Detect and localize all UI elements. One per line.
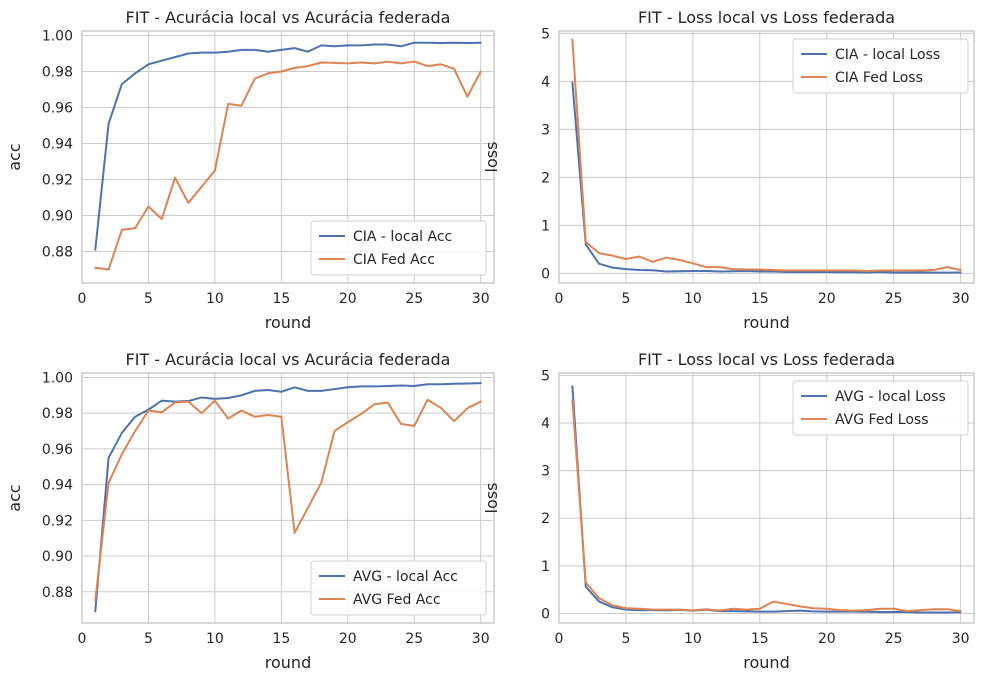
legend: CIA - local Acc CIA Fed Acc [310,220,487,276]
y-tick-label: 2 [541,511,550,527]
x-tick-label: 20 [818,291,836,307]
y-tick-label: 0.94 [42,478,73,494]
series-line-2 [94,60,482,271]
x-tick-label: 0 [78,291,87,307]
x-tick-label: 30 [952,291,970,307]
series-line-1 [571,81,962,274]
x-tick-label: 5 [144,631,153,647]
legend-box [310,220,487,276]
y-tick-label: 0.92 [42,173,73,189]
x-tick-label: 25 [405,291,423,307]
x-tick-label: 25 [405,631,423,647]
y-tick-label: 2 [541,170,550,186]
x-tick-label: 25 [885,291,903,307]
legend: CIA - local Loss CIA Fed Loss [792,38,969,94]
legend-box [310,560,487,616]
y-tick-label: 1 [541,218,550,234]
x-tick-label: 5 [621,631,630,647]
series-line-2 [94,398,482,602]
y-tick-label: 0.98 [42,406,73,422]
x-tick-label: 20 [339,291,357,307]
x-tick-label: 15 [751,291,769,307]
chart-title: FIT - Loss local vs Loss federada [638,350,895,369]
plot-frame [558,372,975,624]
x-tick-label: 10 [206,631,224,647]
x-tick-label: 10 [684,631,702,647]
y-tick-label: 1 [541,559,550,575]
chart-title: FIT - Loss local vs Loss federada [638,8,895,27]
subplot-4: 0 5 10 15 20 25 30 0 1 2 3 4 5 FIT - Loss local vs Lo… [482,350,975,672]
y-axis-label: acc [5,484,24,511]
legend-label: CIA - local Loss [835,47,940,63]
y-tick-label: 0.88 [42,245,73,261]
subplot-1: 0 5 10 15 20 25 30 0.88 0.90 0.92 0.94 0.96 0.98 1.00… [5,8,495,332]
series-line-2 [571,38,962,272]
series-line-1 [94,41,482,251]
x-tick-label: 15 [751,631,769,647]
subplot-3: 0 5 10 15 20 25 30 0.88 0.90 0.92 0.94 0.96 0.98 1.00… [5,350,495,672]
y-tick-label: 3 [541,464,550,480]
x-tick-label: 5 [144,291,153,307]
x-tick-label: 20 [818,631,836,647]
x-axis-label: round [743,653,789,672]
chart-title: FIT - Acurácia local vs Acurácia federad… [126,8,451,27]
x-tick-label: 20 [339,631,357,647]
y-tick-label: 0 [541,606,550,622]
y-tick-label: 3 [541,122,550,138]
series-line-1 [571,385,962,614]
legend-label: AVG Fed Loss [835,412,929,428]
x-tick-label: 0 [78,631,87,647]
y-tick-label: 0.92 [42,513,73,529]
y-axis-label: loss [482,483,501,514]
y-axis-label: acc [5,143,24,170]
x-tick-label: 10 [206,291,224,307]
series-line-1 [94,382,482,613]
legend-label: AVG - local Loss [835,389,946,405]
x-tick-label: 25 [885,631,903,647]
x-axis-label: round [265,313,311,332]
x-tick-label: 15 [272,291,290,307]
y-tick-label: 0 [541,266,550,282]
y-tick-label: 0.90 [42,549,73,565]
legend-box [792,38,969,94]
chart-title: FIT - Acurácia local vs Acurácia federad… [126,350,451,369]
y-tick-label: 0.96 [42,442,73,458]
y-tick-label: 0.94 [42,137,73,153]
series-line-2 [571,399,962,613]
legend-label: AVG Fed Acc [353,592,441,608]
plot-frame [81,372,495,624]
legend-label: CIA Fed Loss [835,70,923,86]
plot-frame [81,30,495,284]
legend: AVG - local Acc AVG Fed Acc [310,560,487,616]
legend-box [792,380,969,436]
x-tick-label: 15 [272,631,290,647]
y-tick-label: 1.00 [42,370,73,386]
x-tick-label: 30 [952,631,970,647]
x-axis-label: round [265,653,311,672]
y-tick-label: 4 [541,74,550,90]
x-tick-label: 30 [472,631,490,647]
x-tick-label: 0 [555,631,564,647]
x-tick-label: 30 [472,291,490,307]
legend-label: CIA Fed Acc [353,252,435,268]
y-tick-label: 0.98 [42,65,73,81]
y-tick-label: 0.88 [42,585,73,601]
plot-frame [558,30,975,284]
y-tick-label: 0.90 [42,209,73,225]
x-tick-label: 5 [621,291,630,307]
legend: AVG - local Loss AVG Fed Loss [792,380,969,436]
y-tick-label: 0.96 [42,101,73,117]
x-tick-label: 10 [684,291,702,307]
x-axis-label: round [743,313,789,332]
y-tick-label: 5 [541,368,550,384]
y-tick-label: 1.00 [42,29,73,45]
subplot-2: 0 5 10 15 20 25 30 0 1 2 3 4 5 FIT - Loss local vs Lo… [482,8,975,332]
legend-label: AVG - local Acc [353,569,458,585]
legend-label: CIA - local Acc [353,229,452,245]
y-tick-label: 4 [541,416,550,432]
y-tick-label: 5 [541,26,550,42]
x-tick-label: 0 [555,291,564,307]
y-axis-label: loss [482,142,501,173]
